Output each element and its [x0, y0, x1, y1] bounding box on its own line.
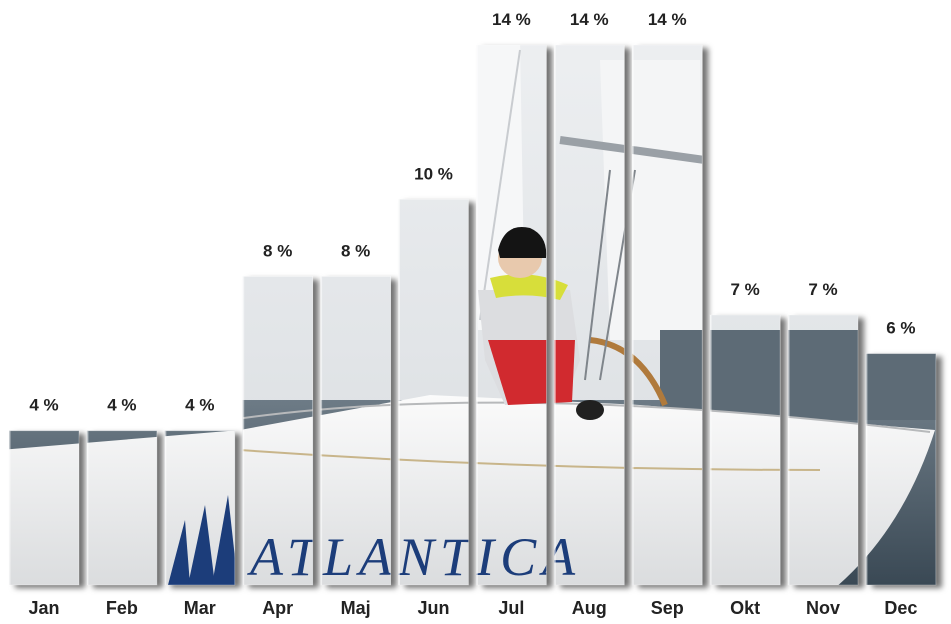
value-label-apr: 8 %	[263, 241, 292, 260]
x-tick-label-mar: Mar	[184, 598, 216, 618]
value-label-maj: 8 %	[341, 241, 370, 260]
value-label-jan: 4 %	[29, 396, 58, 415]
bar-sep	[631, 44, 703, 586]
value-label-dec: 6 %	[886, 319, 915, 338]
bar-edge-sep	[632, 45, 634, 585]
bar-aug	[553, 44, 625, 586]
bar-nov	[787, 314, 859, 586]
bar-edge-feb	[86, 430, 89, 585]
x-tick-label-aug: Aug	[572, 598, 607, 618]
bar-edge-maj	[320, 276, 323, 585]
x-tick-label-jun: Jun	[417, 598, 449, 618]
bar-jan	[8, 430, 80, 586]
bar-okt	[709, 314, 781, 586]
bar-edge-aug	[554, 45, 556, 585]
bar-edge-jan	[9, 430, 11, 585]
x-tick-label-feb: Feb	[106, 598, 138, 618]
value-label-mar: 4 %	[185, 396, 214, 415]
value-label-aug: 14 %	[570, 10, 609, 29]
bar-jun	[398, 198, 469, 586]
x-tick-label-sep: Sep	[651, 598, 684, 618]
svg-text:ATLANTICA: ATLANTICA	[247, 527, 581, 587]
bar-edge-apr	[242, 276, 245, 585]
value-label-nov: 7 %	[808, 280, 837, 299]
x-tick-label-apr: Apr	[262, 598, 293, 618]
x-tick-label-dec: Dec	[884, 598, 917, 618]
x-tick-label-okt: Okt	[730, 598, 760, 618]
bar-edge-nov	[788, 315, 790, 585]
x-tick-label-nov: Nov	[806, 598, 840, 618]
bar-jul	[475, 44, 547, 586]
bars	[8, 44, 937, 586]
value-label-sep: 14 %	[648, 10, 687, 29]
bar-edge-mar	[164, 430, 167, 585]
x-tick-label-maj: Maj	[341, 598, 371, 618]
bar-edge-okt	[710, 315, 712, 585]
value-label-jul: 14 %	[492, 10, 531, 29]
value-label-feb: 4 %	[107, 396, 136, 415]
x-axis-tick-labels: Jan Feb Mar Apr Maj Jun Jul Aug Sep Okt Nov Dec	[28, 598, 917, 618]
bar-value-labels: 4 % 4 % 4 % 8 % 8 % 10 % 14 % 14 % 14 % 7 % 7 % 6 %	[29, 10, 915, 415]
bar-edge-jun	[398, 199, 400, 586]
x-tick-label-jan: Jan	[28, 598, 59, 618]
bar-separators	[9, 45, 868, 586]
bar-mar	[164, 430, 236, 586]
value-label-jun: 10 %	[414, 164, 453, 183]
bar-edge-dec	[865, 353, 868, 585]
x-tick-label-jul: Jul	[498, 598, 524, 618]
bar-feb	[86, 430, 158, 586]
value-label-okt: 7 %	[730, 280, 759, 299]
bar-edge-jul	[476, 45, 478, 585]
bar-maj	[320, 276, 392, 586]
bar-apr	[242, 276, 314, 586]
bar-dec	[865, 353, 937, 586]
